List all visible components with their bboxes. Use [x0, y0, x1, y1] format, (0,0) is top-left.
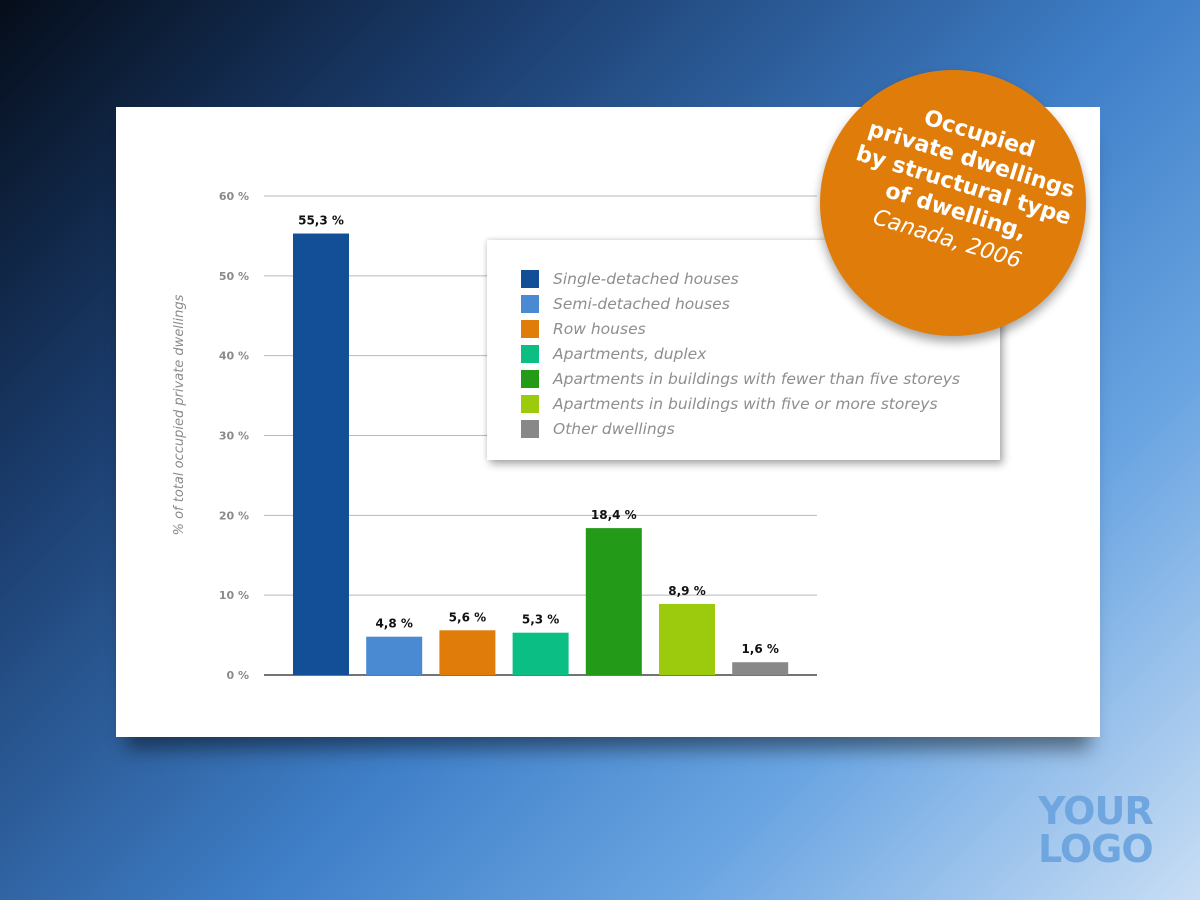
legend-label: Apartments, duplex [553, 344, 707, 363]
data-labels: 55,3 % 4,8 % 5,6 % 5,3 % 18,4 % 8,9 % 1,6 % [298, 214, 779, 657]
bar-5 [585, 528, 642, 675]
legend-swatch [521, 294, 539, 313]
legend-item: Other dwellings [521, 416, 1000, 441]
legend-label: Single-detached houses [553, 269, 739, 288]
data-label-7: 1,6 % [741, 642, 778, 656]
y-tick-label: 10 % [219, 589, 249, 602]
legend-swatch [521, 369, 539, 388]
bar-3 [439, 630, 496, 675]
data-label-3: 5,6 % [449, 610, 486, 624]
legend-item: Apartments, duplex [521, 341, 1000, 366]
company-logo: YOUR LOGO [1038, 792, 1168, 868]
legend-label: Row houses [553, 319, 646, 338]
y-tick-label: 0 % [226, 669, 249, 682]
legend-swatch [521, 344, 539, 363]
data-label-1: 55,3 % [298, 214, 344, 228]
bar-2 [366, 636, 423, 675]
y-axis-ticks: 0 % 10 % 20 % 30 % 40 % 50 % 60 % [219, 190, 249, 682]
legend-item: Semi-detached houses [521, 291, 1000, 316]
data-label-5: 18,4 % [591, 508, 637, 522]
bar-7 [732, 662, 789, 675]
legend-item: Row houses [521, 316, 1000, 341]
legend-swatch [521, 419, 539, 438]
y-tick-label: 20 % [219, 509, 249, 522]
y-tick-label: 60 % [219, 190, 249, 203]
bar-4 [512, 632, 569, 675]
data-label-4: 5,3 % [522, 613, 559, 627]
legend-list: Single-detached houses Semi-detached hous… [521, 266, 1000, 441]
legend-swatch [521, 394, 539, 413]
legend-item: Apartments in buildings with five or mor… [521, 391, 1000, 416]
logo-line-2: LOGO [1038, 827, 1154, 871]
legend-item: Apartments in buildings with fewer than … [521, 366, 1000, 391]
data-label-6: 8,9 % [668, 584, 705, 598]
data-label-2: 4,8 % [375, 617, 412, 631]
title-badge: Occupied private dwellings by structural… [820, 70, 1086, 336]
bar-1 [293, 233, 349, 675]
badge-text: Occupied private dwellings by structural… [853, 105, 1078, 273]
legend-item: Single-detached houses [521, 266, 1000, 291]
legend-label: Semi-detached houses [553, 294, 730, 313]
y-tick-label: 50 % [219, 270, 249, 283]
bar-chart: 0 %10 %20 %30 %40 %50 %60 % 55,3 %4,8 % 5… [172, 190, 817, 682]
legend-label: Other dwellings [553, 419, 675, 438]
legend-swatch [521, 269, 539, 288]
legend-swatch [521, 319, 539, 338]
bars [293, 233, 789, 675]
bar-6 [659, 603, 715, 675]
y-axis-label: % of total occupied private dwellings [172, 294, 187, 535]
legend-label: Apartments in buildings with five or mor… [553, 394, 938, 413]
legend-label: Apartments in buildings with fewer than … [553, 369, 960, 388]
y-tick-label: 40 % [219, 350, 249, 363]
y-tick-label: 30 % [219, 430, 249, 443]
logo-line-1: YOUR [1038, 789, 1154, 833]
